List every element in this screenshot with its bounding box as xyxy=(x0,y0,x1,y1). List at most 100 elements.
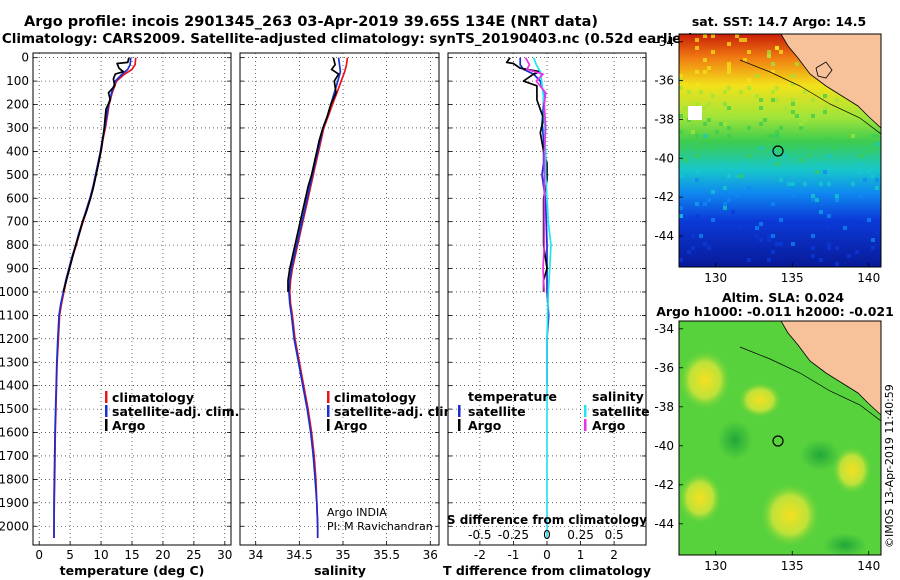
sst-pixel xyxy=(779,126,783,130)
s-difference-axis-title: S difference from climatology xyxy=(447,513,647,527)
sst-pixel xyxy=(695,146,699,150)
sst-pixel xyxy=(755,226,759,230)
sla-map: Altim. SLA: 0.024 Argo h1000: -0.011 h20… xyxy=(654,290,893,573)
sst-pixel xyxy=(699,142,703,146)
argo-float-marker xyxy=(772,435,784,447)
sst-pixel xyxy=(679,130,683,134)
sst-pixel xyxy=(727,174,731,178)
sst-pixel xyxy=(767,234,771,238)
sst-pixel xyxy=(695,178,699,182)
sst-pixel xyxy=(835,262,839,266)
sst-pixel xyxy=(791,102,795,106)
sst-pixel xyxy=(679,86,683,90)
sst-pixel xyxy=(747,78,751,82)
sst-pixel xyxy=(835,98,839,102)
legend-swatch-t-satellite xyxy=(458,405,461,417)
sst-pixel xyxy=(779,242,783,246)
sst-pixel xyxy=(703,58,707,62)
sst-pixel xyxy=(707,246,711,250)
sst-pixel xyxy=(699,90,703,94)
lon-tick-label: 130 xyxy=(704,271,727,285)
sst-pixel xyxy=(811,146,815,150)
sst-pixel xyxy=(731,210,735,214)
x-tick-label: 0 xyxy=(543,548,551,562)
legend-label-argo: Argo xyxy=(112,418,146,433)
sst-pixel xyxy=(723,102,727,106)
sla-anomaly xyxy=(738,382,782,418)
depth-tick-label: 500 xyxy=(6,168,29,182)
sst-pixel xyxy=(687,90,691,94)
sst-pixel xyxy=(763,118,767,122)
sst-pixel xyxy=(859,162,863,166)
sla-anomaly xyxy=(717,420,753,460)
x-tick-label: 35 xyxy=(335,548,350,562)
sst-pixel xyxy=(703,70,707,74)
sst-pixel xyxy=(739,38,743,42)
depth-tick-label: 1300 xyxy=(0,355,29,369)
depth-tick-label: 1000 xyxy=(0,285,29,299)
sst-pixel xyxy=(767,238,771,242)
sst-pixel xyxy=(767,134,771,138)
sst-pixel xyxy=(743,58,747,62)
sst-pixel xyxy=(679,206,683,210)
sst-pixel xyxy=(695,70,699,74)
sst-pixel xyxy=(771,158,775,162)
salinity-legend: climatology satellite-adj. clim. Argo xyxy=(327,390,461,433)
sst-pixel xyxy=(827,154,831,158)
depth-tick-label: 300 xyxy=(6,121,29,135)
sst-pixel xyxy=(867,150,871,154)
sst-pixel xyxy=(679,74,683,78)
temperature-x-axis-label: temperature (deg C) xyxy=(60,563,205,578)
sla-map-title: Altim. SLA: 0.024 xyxy=(722,290,844,305)
credit-stamp: ©IMOS 13-Apr-2019 11:40:59 xyxy=(883,384,896,548)
depth-tick-label: 1100 xyxy=(0,308,29,322)
sst-pixel xyxy=(827,182,831,186)
sst-pixel xyxy=(683,158,687,162)
sst-pixel xyxy=(871,246,875,250)
sst-map-frame xyxy=(678,33,882,268)
sst-pixel xyxy=(747,258,751,262)
legend-label-satellite: satellite-adj. clim. xyxy=(334,404,461,419)
sst-pixel xyxy=(779,50,783,54)
series-line-salinity-argo xyxy=(524,57,547,293)
sst-pixel xyxy=(831,218,835,222)
salinity-grid xyxy=(240,53,439,545)
sst-pixel xyxy=(679,114,683,118)
temperature-plot-frame xyxy=(32,52,232,546)
sst-pixel xyxy=(727,106,731,110)
sst-pixel xyxy=(743,38,747,42)
lon-tick-label: 135 xyxy=(781,559,804,573)
sst-pixel xyxy=(799,122,803,126)
sst-pixel xyxy=(767,258,771,262)
sst-pixel xyxy=(707,114,711,118)
sst-pixel xyxy=(723,202,727,206)
sst-pixel xyxy=(859,154,863,158)
sst-pixel xyxy=(795,62,799,66)
sst-pixel xyxy=(803,182,807,186)
sst-pixel xyxy=(827,138,831,142)
sst-pixel xyxy=(803,90,807,94)
sst-pixel xyxy=(723,186,727,190)
sst-pixel xyxy=(771,234,775,238)
t-difference-axis-label: T difference from climatology xyxy=(443,563,651,578)
sst-pixel xyxy=(823,110,827,114)
depth-tick-label: 400 xyxy=(6,144,29,158)
sst-pixel xyxy=(691,246,695,250)
s-tick-label: 0.25 xyxy=(567,528,594,542)
sst-pixel xyxy=(791,146,795,150)
sst-pixel xyxy=(867,218,871,222)
sst-pixel xyxy=(695,82,699,86)
sst-pixel xyxy=(727,70,731,74)
depth-tick-label: 0 xyxy=(21,51,29,65)
lat-tick-label: -44 xyxy=(654,517,674,531)
sla-anomaly xyxy=(679,350,731,410)
depth-tick-label: 1900 xyxy=(0,496,29,510)
temperature-x-tick-labels: 0 5 10 15 20 25 30 xyxy=(35,548,232,562)
sst-pixel xyxy=(703,242,707,246)
sst-pixel xyxy=(735,34,739,38)
sst-pixel xyxy=(759,222,763,226)
sst-pixel xyxy=(683,106,687,110)
legend-label-argo: Argo xyxy=(334,418,368,433)
figure-title-line2: Climatology: CARS2009. Satellite-adjuste… xyxy=(2,31,694,47)
